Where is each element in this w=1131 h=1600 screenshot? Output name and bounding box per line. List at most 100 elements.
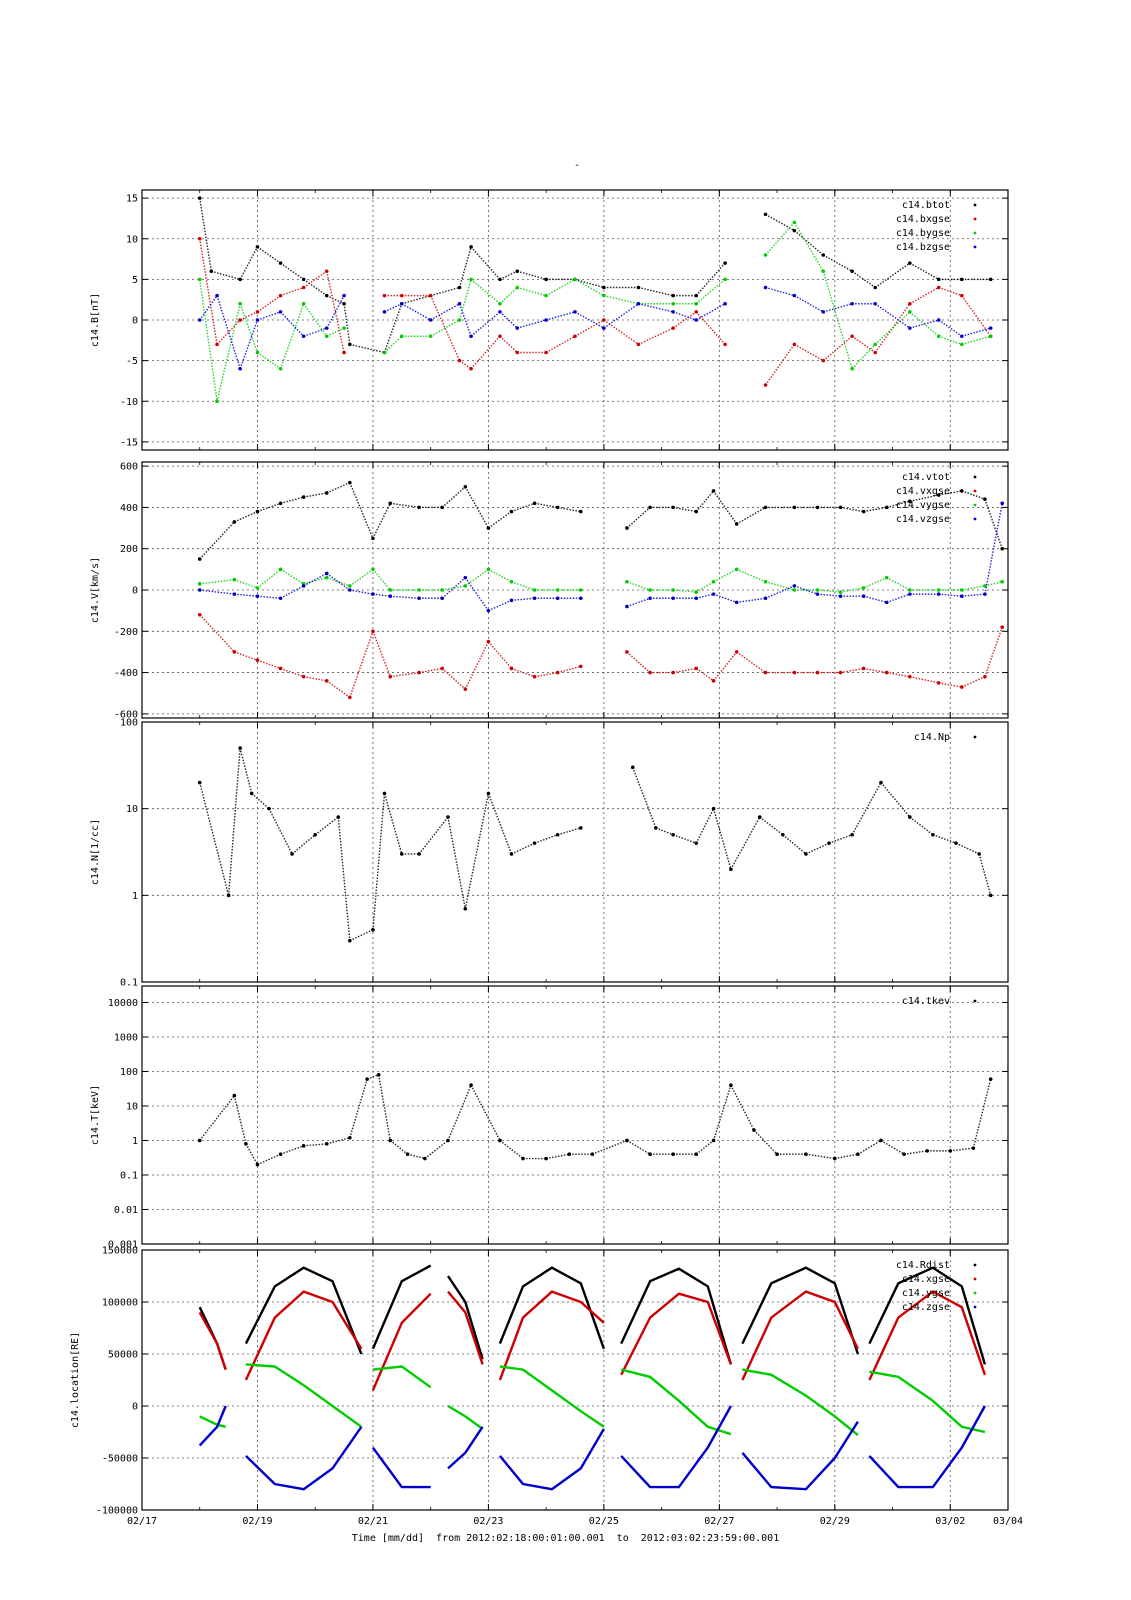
- series-trace: [984, 503, 1003, 595]
- series-line: [498, 1290, 605, 1381]
- series-trace: [430, 295, 461, 361]
- series-trace: [534, 671, 558, 678]
- y-tick-label: 10: [126, 1101, 138, 1112]
- series-trace: [487, 641, 513, 669]
- series-c14-Np: [197, 746, 993, 943]
- data-point: [988, 334, 993, 339]
- y-tick-label: -50000: [102, 1454, 138, 1465]
- series-trace: [407, 1153, 426, 1160]
- series-trace: [557, 506, 581, 513]
- series-line: [868, 1266, 987, 1365]
- series-trace: [511, 581, 535, 591]
- series-trace: [730, 1084, 755, 1131]
- series-trace: [794, 343, 824, 362]
- series-trace: [257, 311, 281, 321]
- series-line: [372, 1365, 432, 1389]
- series-trace: [303, 327, 327, 337]
- y-tick-label: 0: [132, 1402, 138, 1413]
- legend-label: c14.vxgse: [896, 486, 950, 497]
- series-trace: [696, 593, 714, 599]
- x-tick-label: 02/21: [358, 1516, 388, 1527]
- series-trace: [401, 303, 432, 321]
- series-trace: [673, 667, 697, 674]
- y-axis-label: c14.location[RE]: [70, 1332, 81, 1428]
- series-trace: [280, 262, 305, 280]
- y-tick-label: 1: [132, 891, 138, 902]
- y-axis-label: c14.N[1/cc]: [90, 819, 101, 885]
- data-point: [498, 1138, 502, 1143]
- legend-marker: [973, 475, 977, 479]
- data-point: [388, 1138, 393, 1143]
- series-trace: [389, 1139, 409, 1155]
- series-trace: [672, 311, 697, 321]
- series-line: [447, 1290, 484, 1365]
- data-point: [988, 1077, 993, 1081]
- series-trace: [303, 572, 328, 587]
- series-line: [742, 1368, 859, 1437]
- legend-marker: [973, 735, 977, 739]
- data-point: [1000, 501, 1005, 506]
- series-trace: [383, 303, 403, 353]
- series-trace: [655, 827, 674, 836]
- series-trace: [834, 1153, 859, 1160]
- series-trace: [349, 568, 374, 587]
- y-tick-label: 0.1: [120, 1170, 138, 1181]
- series-trace: [886, 671, 910, 678]
- series-line: [620, 1292, 733, 1376]
- series-trace: [470, 1084, 501, 1141]
- series-trace: [817, 593, 841, 597]
- legend-marker: [973, 245, 977, 249]
- series-trace: [828, 834, 853, 844]
- series-trace: [909, 286, 940, 305]
- x-tick-label: 02/29: [820, 1516, 850, 1527]
- series-trace: [280, 286, 304, 297]
- figure-title: -: [574, 160, 581, 171]
- series-trace: [378, 1074, 391, 1141]
- series-trace: [932, 834, 957, 844]
- series-trace: [822, 335, 853, 362]
- series-trace: [793, 222, 824, 272]
- series-trace: [557, 827, 581, 836]
- series-line: [245, 1426, 363, 1491]
- series-trace: [268, 808, 293, 855]
- series-trace: [978, 853, 992, 896]
- legend-label: c14.bxgse: [896, 214, 950, 225]
- series-trace: [626, 1139, 651, 1155]
- series-trace: [511, 502, 535, 513]
- series-trace: [447, 1084, 472, 1141]
- series-trace: [950, 1147, 974, 1152]
- series-trace: [534, 834, 558, 844]
- series-trace: [840, 667, 864, 674]
- series-trace: [326, 295, 345, 329]
- series-trace: [961, 490, 986, 500]
- series-trace: [851, 782, 882, 836]
- series-trace: [441, 667, 466, 690]
- series-trace: [695, 808, 715, 844]
- series-trace: [909, 319, 939, 329]
- series-trace: [470, 311, 501, 337]
- series-trace: [280, 496, 304, 504]
- y-tick-label: 0.1: [120, 978, 138, 989]
- y-tick-label: 15: [126, 194, 138, 205]
- series-c14-ygse: [199, 1363, 986, 1437]
- series-trace: [199, 782, 230, 896]
- series-trace: [372, 593, 391, 597]
- series-trace: [695, 303, 726, 321]
- series-c14-bxgse: [197, 236, 993, 387]
- series-trace: [343, 303, 351, 345]
- series-trace: [961, 585, 986, 591]
- x-tick-label: 02/17: [127, 1516, 157, 1527]
- series-trace: [326, 294, 345, 305]
- series-trace: [199, 198, 212, 272]
- legend-marker: [973, 999, 977, 1003]
- series-trace: [574, 278, 605, 289]
- series-trace: [326, 680, 351, 698]
- series-trace: [303, 492, 327, 498]
- series-trace: [938, 593, 962, 597]
- series-trace: [488, 568, 512, 583]
- series-line: [198, 1405, 227, 1447]
- series-trace: [326, 327, 345, 337]
- y-tick-label: 10: [126, 234, 138, 245]
- series-trace: [464, 641, 490, 690]
